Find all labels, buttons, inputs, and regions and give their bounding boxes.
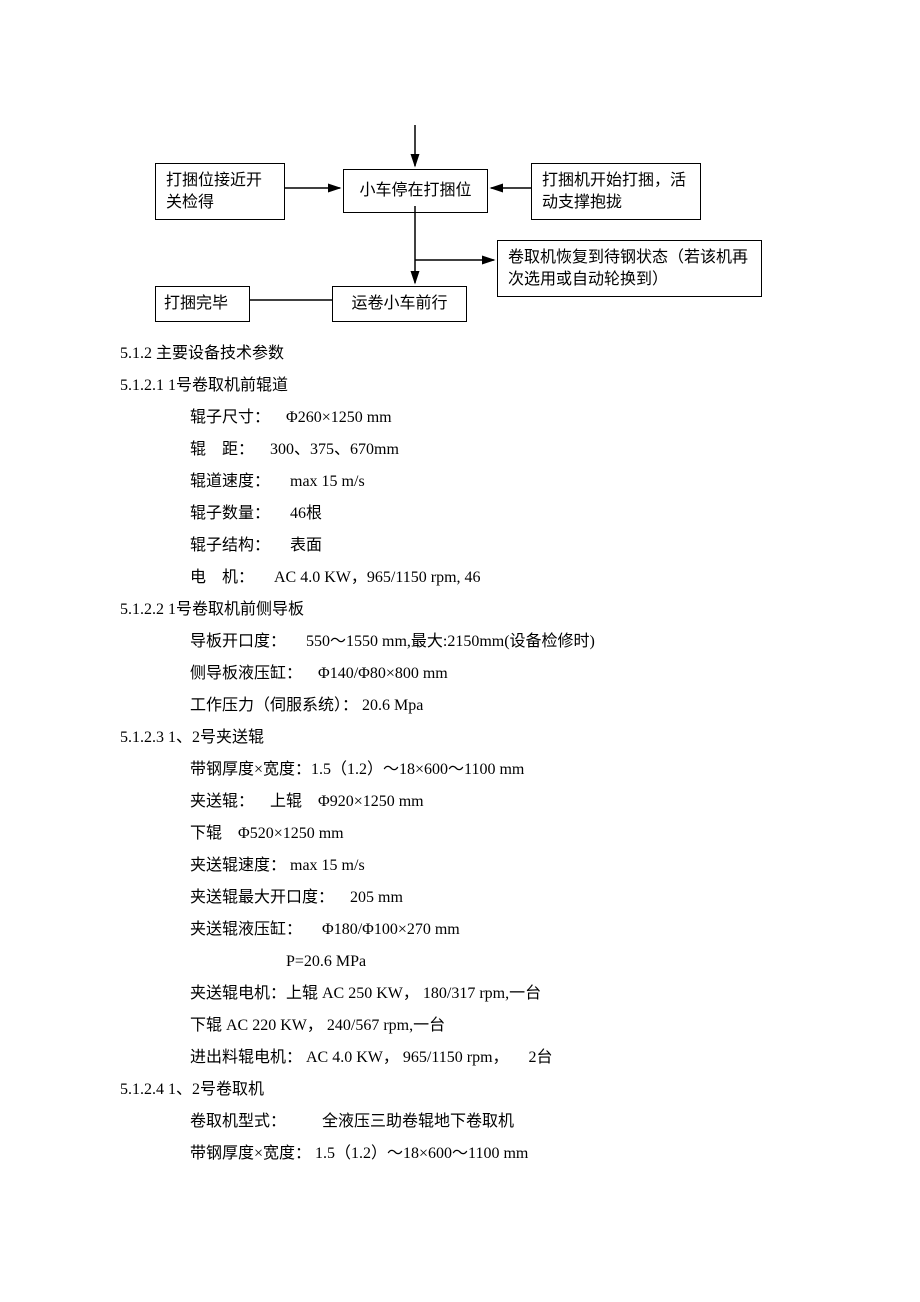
flowchart-node-b: 小车停在打捆位 bbox=[343, 169, 488, 213]
spec-line: 导板开口度： 550～1550 mm,最大:2150mm(设备检修时) bbox=[190, 626, 820, 658]
spec-line: 辊子尺寸： Φ260×1250 mm bbox=[190, 402, 820, 434]
flowchart-node-d: 卷取机恢复到待钢状态（若该机再次选用或自动轮换到） bbox=[497, 240, 762, 297]
spec-line: 辊子结构： 表面 bbox=[190, 530, 820, 562]
heading-5-1-2-3: 5.1.2.3 1、2号夹送辊 bbox=[120, 722, 820, 754]
flowchart-node-c: 打捆机开始打捆，活动支撑抱拢 bbox=[531, 163, 701, 220]
flowchart-node-e: 打捆完毕 bbox=[155, 286, 250, 322]
flowchart-arrows bbox=[0, 0, 920, 320]
node-c-label: 打捆机开始打捆，活动支撑抱拢 bbox=[542, 172, 686, 211]
heading-5-1-2-4: 5.1.2.4 1、2号卷取机 bbox=[120, 1074, 820, 1106]
spec-line: 夹送辊液压缸： Φ180/Φ100×270 mm bbox=[190, 914, 820, 946]
heading-5-1-2-1: 5.1.2.1 1号卷取机前辊道 bbox=[120, 370, 820, 402]
spec-line: 夹送辊速度： max 15 m/s bbox=[190, 850, 820, 882]
spec-line: 夹送辊： 上辊 Φ920×1250 mm bbox=[190, 786, 820, 818]
spec-line: 夹送辊电机：上辊 AC 250 KW， 180/317 rpm,一台 bbox=[190, 978, 820, 1010]
spec-line: 进出料辊电机： AC 4.0 KW， 965/1150 rpm， 2台 bbox=[190, 1042, 820, 1074]
spec-line: P=20.6 MPa bbox=[190, 946, 820, 978]
node-b-label: 小车停在打捆位 bbox=[359, 182, 471, 199]
spec-line: 夹送辊最大开口度： 205 mm bbox=[190, 882, 820, 914]
flowchart-node-f: 运卷小车前行 bbox=[332, 286, 467, 322]
heading-5-1-2-2: 5.1.2.2 1号卷取机前侧导板 bbox=[120, 594, 820, 626]
spec-line: 下辊 AC 220 KW， 240/567 rpm,一台 bbox=[190, 1010, 820, 1042]
spec-line: 带钢厚度×宽度： 1.5（1.2）～18×600～1100 mm bbox=[190, 1138, 820, 1170]
flowchart-node-a: 打捆位接近开关检得 bbox=[155, 163, 285, 220]
spec-line: 辊 距： 300、375、670mm bbox=[190, 434, 820, 466]
spec-line: 下辊 Φ520×1250 mm bbox=[190, 818, 820, 850]
node-a-label: 打捆位接近开关检得 bbox=[166, 172, 262, 211]
spec-line: 侧导板液压缸： Φ140/Φ80×800 mm bbox=[190, 658, 820, 690]
page: 打捆位接近开关检得 小车停在打捆位 打捆机开始打捆，活动支撑抱拢 卷取机恢复到待… bbox=[0, 0, 920, 1302]
node-f-label: 运卷小车前行 bbox=[351, 295, 447, 312]
spec-line: 辊道速度： max 15 m/s bbox=[190, 466, 820, 498]
flowchart-diagram: 打捆位接近开关检得 小车停在打捆位 打捆机开始打捆，活动支撑抱拢 卷取机恢复到待… bbox=[0, 0, 920, 320]
spec-line: 工作压力（伺服系统）： 20.6 Mpa bbox=[190, 690, 820, 722]
spec-line: 带钢厚度×宽度：1.5（1.2）～18×600～1100 mm bbox=[190, 754, 820, 786]
spec-line: 辊子数量： 46根 bbox=[190, 498, 820, 530]
node-e-label: 打捆完毕 bbox=[164, 295, 228, 312]
node-d-label: 卷取机恢复到待钢状态（若该机再次选用或自动轮换到） bbox=[508, 249, 748, 288]
spec-line: 电 机： AC 4.0 KW，965/1150 rpm, 46 bbox=[190, 562, 820, 594]
document-body: 5.1.2 主要设备技术参数 5.1.2.1 1号卷取机前辊道 辊子尺寸： Φ2… bbox=[120, 338, 820, 1170]
heading-5-1-2: 5.1.2 主要设备技术参数 bbox=[120, 338, 820, 370]
spec-line: 卷取机型式： 全液压三助卷辊地下卷取机 bbox=[190, 1106, 820, 1138]
